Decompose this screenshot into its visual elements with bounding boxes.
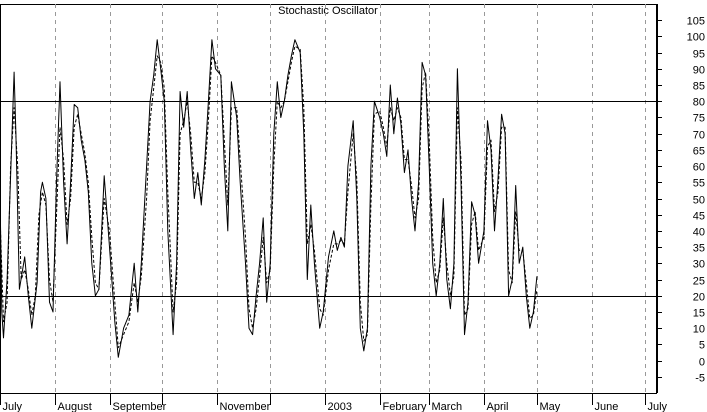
y-tick-label: 70 xyxy=(693,130,705,142)
y-tick-label: 20 xyxy=(693,292,705,304)
series-layer xyxy=(0,39,538,358)
y-tick-label: 95 xyxy=(693,49,705,61)
signal-line xyxy=(0,45,538,349)
y-tick-label: 85 xyxy=(693,81,705,93)
y-tick-label: 90 xyxy=(693,65,705,77)
x-tick-label: April xyxy=(487,401,509,412)
y-tick-label: 100 xyxy=(687,32,705,44)
x-tick-label: June xyxy=(595,401,619,412)
y-tick-label: 30 xyxy=(693,259,705,271)
oscillator-line xyxy=(0,39,538,358)
x-tick-label: May xyxy=(540,401,561,412)
y-tick-label: 15 xyxy=(693,308,705,320)
x-tick-label: March xyxy=(432,401,463,412)
y-tick-label: 40 xyxy=(693,227,705,239)
x-tick-label: July xyxy=(3,401,23,412)
y-tick-label: 35 xyxy=(693,243,705,255)
y-tick-label: 55 xyxy=(693,178,705,190)
y-tick-label: 25 xyxy=(693,276,705,288)
x-tick-label: February xyxy=(383,401,428,412)
y-tick-label: 80 xyxy=(693,97,705,109)
y-tick-label: 65 xyxy=(693,146,705,158)
month-grid-lines xyxy=(55,4,646,393)
y-tick-label: 5 xyxy=(699,340,705,352)
y-tick-label: 0 xyxy=(699,357,705,369)
plot-frame xyxy=(0,4,657,394)
reference-lines xyxy=(0,101,657,297)
y-tick-label: 10 xyxy=(693,324,705,336)
y-tick-label: -5 xyxy=(695,373,705,385)
y-axis: 1051009590858075706560555045403530252015… xyxy=(657,4,705,393)
chart-title: Stochastic Oscillator xyxy=(278,5,378,17)
y-tick-label: 50 xyxy=(693,195,705,207)
y-tick-label: 75 xyxy=(693,113,705,125)
x-tick-label: August xyxy=(58,401,92,412)
y-tick-label: 45 xyxy=(693,211,705,223)
x-axis: July August September November 2003 February M… xyxy=(0,393,668,412)
x-tick-label: November xyxy=(220,401,271,412)
x-tick-label: 2003 xyxy=(328,401,352,412)
x-tick-label: July xyxy=(648,401,668,412)
y-tick-label: 60 xyxy=(693,162,705,174)
plot-area-border xyxy=(0,4,657,394)
x-tick-label: September xyxy=(113,401,167,412)
y-tick-label: 105 xyxy=(687,16,705,28)
